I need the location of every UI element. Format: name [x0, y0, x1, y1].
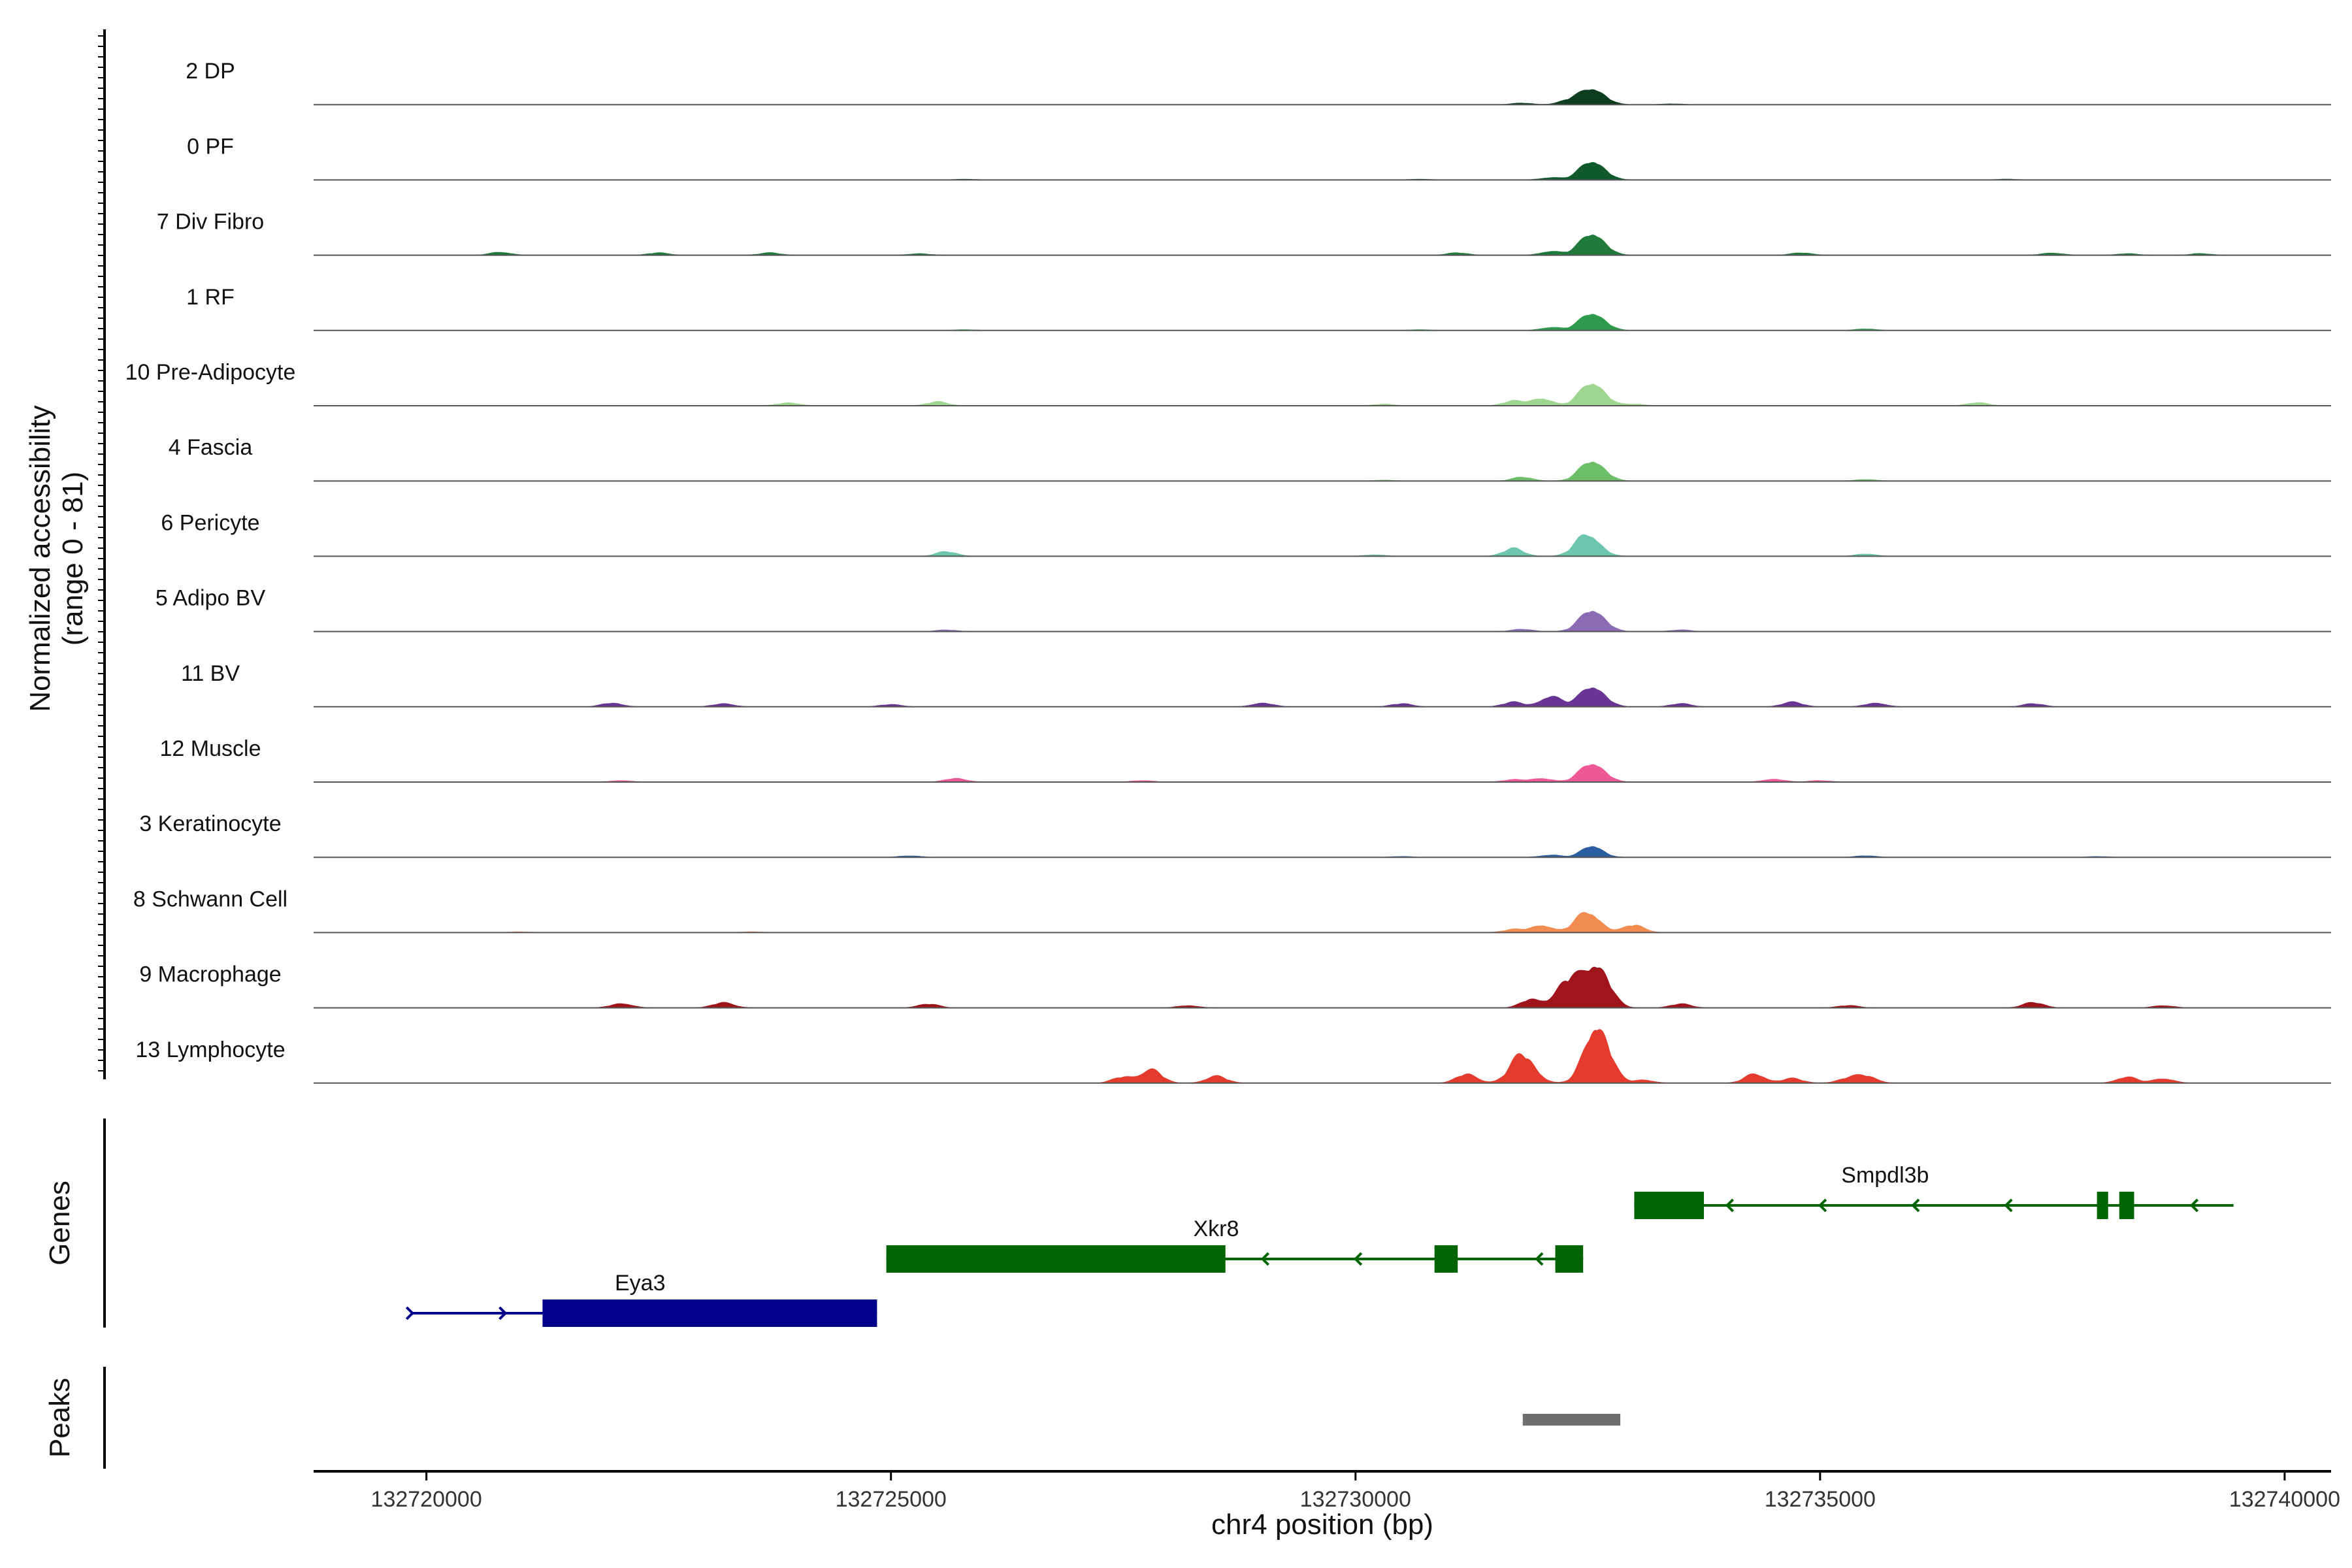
genes-axis-title: Genes: [44, 1181, 76, 1266]
track-label: 8 Schwann Cell: [133, 887, 287, 911]
strand-arrow: [1260, 1252, 1269, 1266]
track-label: 3 Keratinocyte: [139, 811, 281, 836]
strand-arrow: [498, 1306, 508, 1320]
x-axis: 132720000 132725000 132730000 132735000 1327…: [314, 1470, 2340, 1541]
strand-arrow: [1911, 1198, 1920, 1213]
gene-exon: [1555, 1245, 1584, 1273]
peaks-axis-title: Peaks: [44, 1378, 76, 1458]
track-label: 12 Muscle: [160, 736, 261, 761]
track-signal: [315, 384, 2331, 406]
gene-models: Eya3 Xkr8 Smpdl3b: [405, 1163, 2234, 1327]
peaks-panel: Peaks: [44, 1367, 1621, 1469]
strand-arrow: [1818, 1198, 1827, 1213]
track-signal: [315, 89, 2331, 105]
strand-arrow: [1353, 1252, 1363, 1266]
peak-bars: [1522, 1414, 1621, 1426]
track-label: 2 DP: [186, 59, 235, 84]
genes-panel: Genes Eya3 Xkr8 Smpdl3b: [44, 1119, 2234, 1328]
y-axis-title-line2: (range 0 - 81): [57, 472, 89, 646]
x-tick-label: 132725000: [836, 1487, 947, 1512]
gene-exon: [886, 1245, 1226, 1273]
strand-arrow: [2004, 1198, 2013, 1213]
x-tick-label: 132735000: [1765, 1487, 1876, 1512]
strand-arrow: [405, 1306, 415, 1320]
track-signal: [315, 687, 2331, 708]
track-signal: [315, 611, 2331, 632]
track-label: 7 Div Fibro: [157, 210, 264, 235]
x-tick-label: 132730000: [1300, 1487, 1411, 1512]
track-signal: [315, 162, 2331, 180]
track-12-muscle: 12 Muscle: [160, 736, 2331, 783]
peak-region: [1522, 1414, 1621, 1426]
track-label: 10 Pre-Adipocyte: [125, 360, 296, 385]
strand-arrow: [1535, 1252, 1544, 1266]
gene-label: Xkr8: [1193, 1217, 1239, 1241]
track-signal: [315, 235, 2331, 256]
track-signal: [315, 1029, 2331, 1084]
x-axis-ticks: 132720000 132725000 132730000 132735000 1327…: [371, 1471, 2340, 1512]
track-signal: [315, 846, 2331, 858]
gene-exon: [1434, 1245, 1458, 1273]
track-signal: [315, 764, 2331, 783]
y-axis-ticks: [98, 35, 105, 1071]
gene-exon: [1634, 1192, 1705, 1219]
gene-smpdl3b: Smpdl3b: [1634, 1163, 2234, 1219]
x-axis-title: chr4 position (bp): [1211, 1509, 1433, 1541]
x-tick-label: 132740000: [2229, 1487, 2340, 1512]
gene-exon: [542, 1299, 877, 1327]
track-0-pf: 0 PF: [187, 134, 2331, 181]
track-label: 11 BV: [181, 661, 240, 686]
gene-exon: [2097, 1192, 2108, 1219]
track-2-dp: 2 DP: [186, 59, 2331, 106]
strand-arrow: [2189, 1198, 2199, 1213]
track-label: 4 Fascia: [169, 435, 253, 460]
track-label: 13 Lymphocyte: [135, 1037, 285, 1062]
track-6-pericyte: 6 Pericyte: [161, 510, 2331, 557]
track-7-div-fibro: 7 Div Fibro: [157, 210, 2331, 256]
track-signal: [315, 534, 2331, 557]
track-label: 0 PF: [187, 134, 234, 159]
track-label: 9 Macrophage: [139, 962, 281, 987]
gene-exon: [2119, 1192, 2134, 1219]
track-signal: [315, 966, 2331, 1009]
track-signal: [315, 461, 2331, 482]
track-5-adipo-bv: 5 Adipo BV: [155, 586, 2331, 632]
track-1-rf: 1 RF: [186, 285, 2331, 331]
track-signal: [315, 911, 2331, 933]
y-axis: Normalized accessibility (range 0 - 81): [24, 29, 106, 1079]
track-label: 6 Pericyte: [161, 510, 259, 535]
track-9-macrophage: 9 Macrophage: [139, 962, 2331, 1009]
gene-eya3: Eya3: [405, 1271, 877, 1327]
track-4-fascia: 4 Fascia: [169, 435, 2331, 482]
gene-xkr8: Xkr8: [886, 1217, 1584, 1273]
track-11-bv: 11 BV: [181, 661, 2331, 708]
track-10-pre-adipocyte: 10 Pre-Adipocyte: [125, 360, 2331, 406]
x-tick-label: 132720000: [371, 1487, 482, 1512]
track-label: 5 Adipo BV: [155, 586, 266, 611]
gene-label: Smpdl3b: [1841, 1163, 1929, 1188]
y-axis-title-line1: Normalized accessibility: [24, 405, 56, 711]
coverage-tracks: 2 DP 0 PF 7 Div Fibro 1 RF 10 Pre-Adipocyte 4…: [125, 59, 2331, 1084]
track-label: 1 RF: [186, 285, 235, 310]
track-signal: [315, 314, 2331, 331]
track-13-lymphocyte: 13 Lymphocyte: [135, 1029, 2331, 1084]
gene-label: Eya3: [615, 1271, 666, 1296]
strand-arrow: [1725, 1198, 1735, 1213]
track-8-schwann-cell: 8 Schwann Cell: [133, 887, 2331, 934]
track-3-keratinocyte: 3 Keratinocyte: [139, 811, 2331, 858]
